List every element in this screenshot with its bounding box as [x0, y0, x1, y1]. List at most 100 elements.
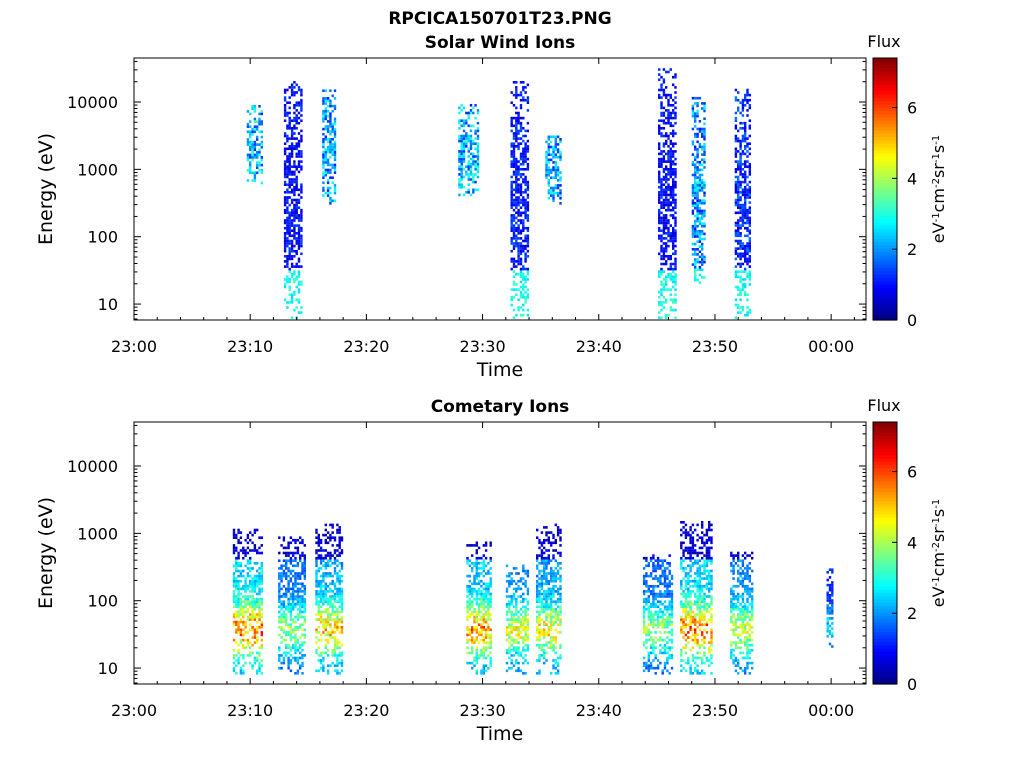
heatmap-cell: [658, 185, 661, 189]
colorbar-title: Flux: [867, 32, 900, 51]
heatmap-cell: [543, 572, 546, 575]
heatmap-cell: [667, 114, 670, 117]
heatmap-cell: [288, 152, 291, 156]
heatmap-cell: [687, 533, 690, 537]
heatmap-cell: [239, 531, 243, 534]
heatmap-cell: [682, 554, 685, 557]
heatmap-cell: [288, 219, 291, 222]
heatmap-cell: [522, 296, 525, 299]
x-axis: 23:00 23:10 23:20 23:30 23:40 23:50 00:00: [111, 58, 855, 356]
heatmap-cell: [526, 272, 530, 276]
heatmap-cell: [242, 669, 245, 673]
heatmap-cell: [329, 538, 332, 542]
heatmap-cell: [294, 541, 297, 545]
heatmap-cell: [524, 152, 527, 156]
heatmap-cell: [703, 232, 706, 236]
heatmap-cell: [467, 111, 470, 115]
heatmap-cell: [246, 179, 250, 182]
heatmap-cell: [510, 224, 513, 227]
heatmap-cell: [253, 171, 257, 175]
heatmap-cell: [524, 211, 527, 215]
heatmap-cell: [517, 121, 520, 125]
heatmap-cell: [665, 280, 668, 284]
heatmap-cell: [283, 191, 287, 194]
heatmap-cell: [672, 134, 675, 138]
heatmap-cell: [460, 109, 463, 112]
heatmap-cell: [746, 244, 749, 248]
colorbar-segment: [873, 130, 897, 134]
heatmap-cell: [280, 574, 283, 578]
heatmap-cell: [522, 150, 525, 153]
heatmap-cell: [315, 536, 318, 539]
heatmap-cell: [556, 592, 560, 596]
colorbar-segment: [873, 254, 897, 259]
heatmap-cell: [260, 602, 263, 606]
heatmap-cell: [286, 155, 289, 158]
heatmap-cell: [545, 564, 548, 568]
heatmap-cell: [288, 180, 291, 184]
heatmap-cell: [687, 613, 690, 616]
heatmap-cell: [666, 608, 669, 611]
heatmap-cell: [526, 180, 530, 184]
heatmap-cell: [538, 669, 541, 673]
heatmap-cell: [289, 659, 293, 662]
heatmap-cell: [512, 247, 516, 250]
heatmap-cell: [467, 175, 470, 179]
heatmap-cell: [515, 201, 518, 204]
heatmap-cell: [559, 191, 562, 195]
heatmap-cell: [296, 649, 300, 652]
heatmap-cell: [665, 196, 668, 199]
heatmap-cell: [301, 562, 304, 565]
heatmap-cell: [737, 234, 740, 238]
heatmap-cell: [515, 165, 518, 168]
heatmap-cell: [684, 602, 688, 606]
heatmap-cell: [652, 666, 655, 670]
heatmap-cell: [556, 526, 560, 529]
heatmap-cell: [473, 562, 476, 565]
heatmap-cell: [536, 615, 539, 619]
heatmap-cell: [489, 628, 492, 632]
heatmap-cell: [658, 73, 661, 76]
heatmap-cell: [508, 636, 511, 639]
heatmap-cell: [545, 641, 548, 644]
heatmap-cell: [680, 582, 683, 586]
heatmap-cell: [663, 620, 667, 624]
heatmap-cell: [476, 152, 480, 156]
heatmap-cell: [682, 590, 685, 593]
colorbar-segment: [873, 90, 897, 95]
heatmap-cell: [748, 242, 751, 245]
heatmap-cell: [694, 265, 697, 269]
heatmap-cell: [458, 157, 461, 161]
heatmap-cell: [239, 654, 243, 657]
heatmap-cell: [512, 219, 516, 222]
heatmap-cell: [748, 219, 751, 222]
heatmap-cell: [293, 216, 296, 220]
heatmap-cell: [522, 649, 525, 652]
heatmap-cell: [474, 132, 477, 135]
heatmap-cell: [324, 643, 327, 647]
heatmap-cell: [741, 244, 745, 248]
heatmap-cell: [522, 313, 525, 317]
heatmap-cell: [317, 600, 320, 603]
heatmap-cell: [701, 130, 704, 133]
heatmap-cell: [694, 263, 697, 266]
heatmap-cell: [554, 538, 557, 542]
heatmap-cell: [315, 562, 318, 565]
heatmap-cell: [698, 273, 702, 277]
heatmap-cell: [294, 551, 297, 555]
heatmap-cell: [322, 155, 325, 159]
heatmap-cell: [322, 189, 325, 192]
heatmap-cell: [522, 203, 525, 207]
heatmap-cell: [556, 605, 560, 609]
heatmap-cell: [283, 203, 287, 207]
heatmap-cell: [288, 147, 291, 151]
heatmap-cell: [526, 636, 530, 639]
heatmap-cell: [260, 579, 263, 583]
heatmap-cell: [258, 592, 261, 596]
heatmap-cell: [652, 569, 655, 573]
heatmap-cell: [540, 582, 544, 586]
heatmap-cell: [333, 597, 337, 601]
heatmap-cell: [524, 605, 527, 609]
heatmap-cell: [232, 620, 236, 624]
heatmap-cell: [701, 153, 704, 156]
